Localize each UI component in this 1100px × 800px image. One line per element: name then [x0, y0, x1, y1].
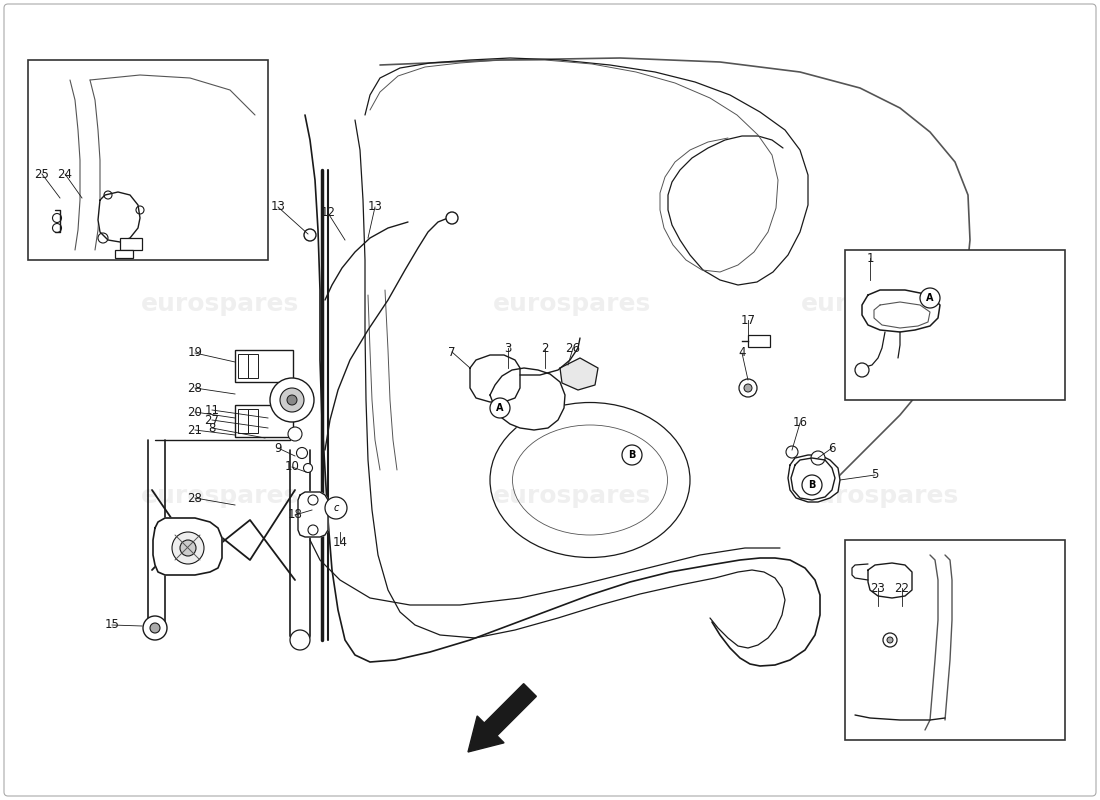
- Bar: [748, 335, 770, 347]
- Polygon shape: [98, 192, 140, 242]
- Polygon shape: [868, 563, 912, 598]
- Text: eurospares: eurospares: [493, 484, 651, 508]
- Text: 8: 8: [208, 422, 216, 434]
- Text: A: A: [496, 403, 504, 413]
- Polygon shape: [788, 455, 840, 502]
- Text: 27: 27: [205, 414, 220, 426]
- Text: B: B: [628, 450, 636, 460]
- Circle shape: [446, 212, 458, 224]
- Circle shape: [280, 388, 304, 412]
- Bar: [845, 540, 1065, 740]
- Text: 22: 22: [894, 582, 910, 594]
- Text: 5: 5: [871, 469, 879, 482]
- Circle shape: [802, 475, 822, 495]
- Circle shape: [324, 497, 346, 519]
- Text: c: c: [333, 503, 339, 513]
- Polygon shape: [791, 458, 835, 500]
- Text: 24: 24: [57, 167, 73, 181]
- Text: 6: 6: [828, 442, 836, 454]
- Bar: [116, 250, 133, 258]
- Circle shape: [739, 379, 757, 397]
- Polygon shape: [862, 290, 940, 332]
- Polygon shape: [153, 518, 222, 575]
- Text: 15: 15: [104, 618, 120, 631]
- FancyArrow shape: [468, 684, 537, 752]
- Circle shape: [304, 463, 312, 473]
- Text: eurospares: eurospares: [493, 292, 651, 316]
- Circle shape: [883, 633, 896, 647]
- Text: 10: 10: [285, 461, 299, 474]
- Circle shape: [288, 427, 302, 441]
- Text: A: A: [926, 293, 934, 303]
- Text: 13: 13: [367, 201, 383, 214]
- Bar: [248, 409, 258, 433]
- Text: 28: 28: [188, 491, 202, 505]
- Text: eurospares: eurospares: [141, 484, 299, 508]
- Circle shape: [172, 532, 204, 564]
- Text: 16: 16: [792, 417, 807, 430]
- Text: 28: 28: [188, 382, 202, 394]
- Bar: [28, 60, 268, 260]
- Text: 9: 9: [274, 442, 282, 454]
- Text: 1: 1: [867, 251, 873, 265]
- Text: 19: 19: [187, 346, 202, 359]
- Circle shape: [786, 446, 798, 458]
- Text: 20: 20: [188, 406, 202, 418]
- Polygon shape: [560, 358, 598, 390]
- Text: 13: 13: [271, 201, 285, 214]
- Bar: [248, 354, 258, 378]
- Polygon shape: [470, 355, 520, 402]
- Circle shape: [920, 288, 940, 308]
- Circle shape: [290, 630, 310, 650]
- Circle shape: [287, 395, 297, 405]
- Text: 12: 12: [320, 206, 336, 219]
- Text: 11: 11: [205, 403, 220, 417]
- Text: 26: 26: [565, 342, 581, 354]
- Bar: [845, 250, 1065, 400]
- Polygon shape: [490, 368, 565, 430]
- Circle shape: [490, 398, 510, 418]
- Circle shape: [150, 623, 160, 633]
- Circle shape: [887, 637, 893, 643]
- Text: 4: 4: [738, 346, 746, 359]
- Text: 25: 25: [34, 167, 50, 181]
- Bar: [235, 350, 293, 382]
- Text: 17: 17: [740, 314, 756, 326]
- Text: 21: 21: [187, 423, 202, 437]
- Circle shape: [744, 384, 752, 392]
- Text: 2: 2: [541, 342, 549, 354]
- Bar: [238, 354, 248, 378]
- Circle shape: [270, 378, 314, 422]
- Circle shape: [855, 363, 869, 377]
- Circle shape: [297, 447, 308, 458]
- Circle shape: [811, 451, 825, 465]
- Text: 7: 7: [449, 346, 455, 358]
- Bar: [120, 238, 142, 250]
- Text: 23: 23: [870, 582, 886, 594]
- Text: eurospares: eurospares: [141, 292, 299, 316]
- Polygon shape: [298, 492, 328, 537]
- Bar: [235, 405, 293, 437]
- Text: 3: 3: [504, 342, 512, 354]
- Text: eurospares: eurospares: [801, 292, 959, 316]
- Text: 18: 18: [287, 509, 303, 522]
- Bar: [238, 409, 248, 433]
- Circle shape: [621, 445, 642, 465]
- Circle shape: [304, 229, 316, 241]
- Text: 14: 14: [332, 535, 348, 549]
- Circle shape: [180, 540, 196, 556]
- Circle shape: [143, 616, 167, 640]
- Text: B: B: [808, 480, 816, 490]
- Text: eurospares: eurospares: [801, 484, 959, 508]
